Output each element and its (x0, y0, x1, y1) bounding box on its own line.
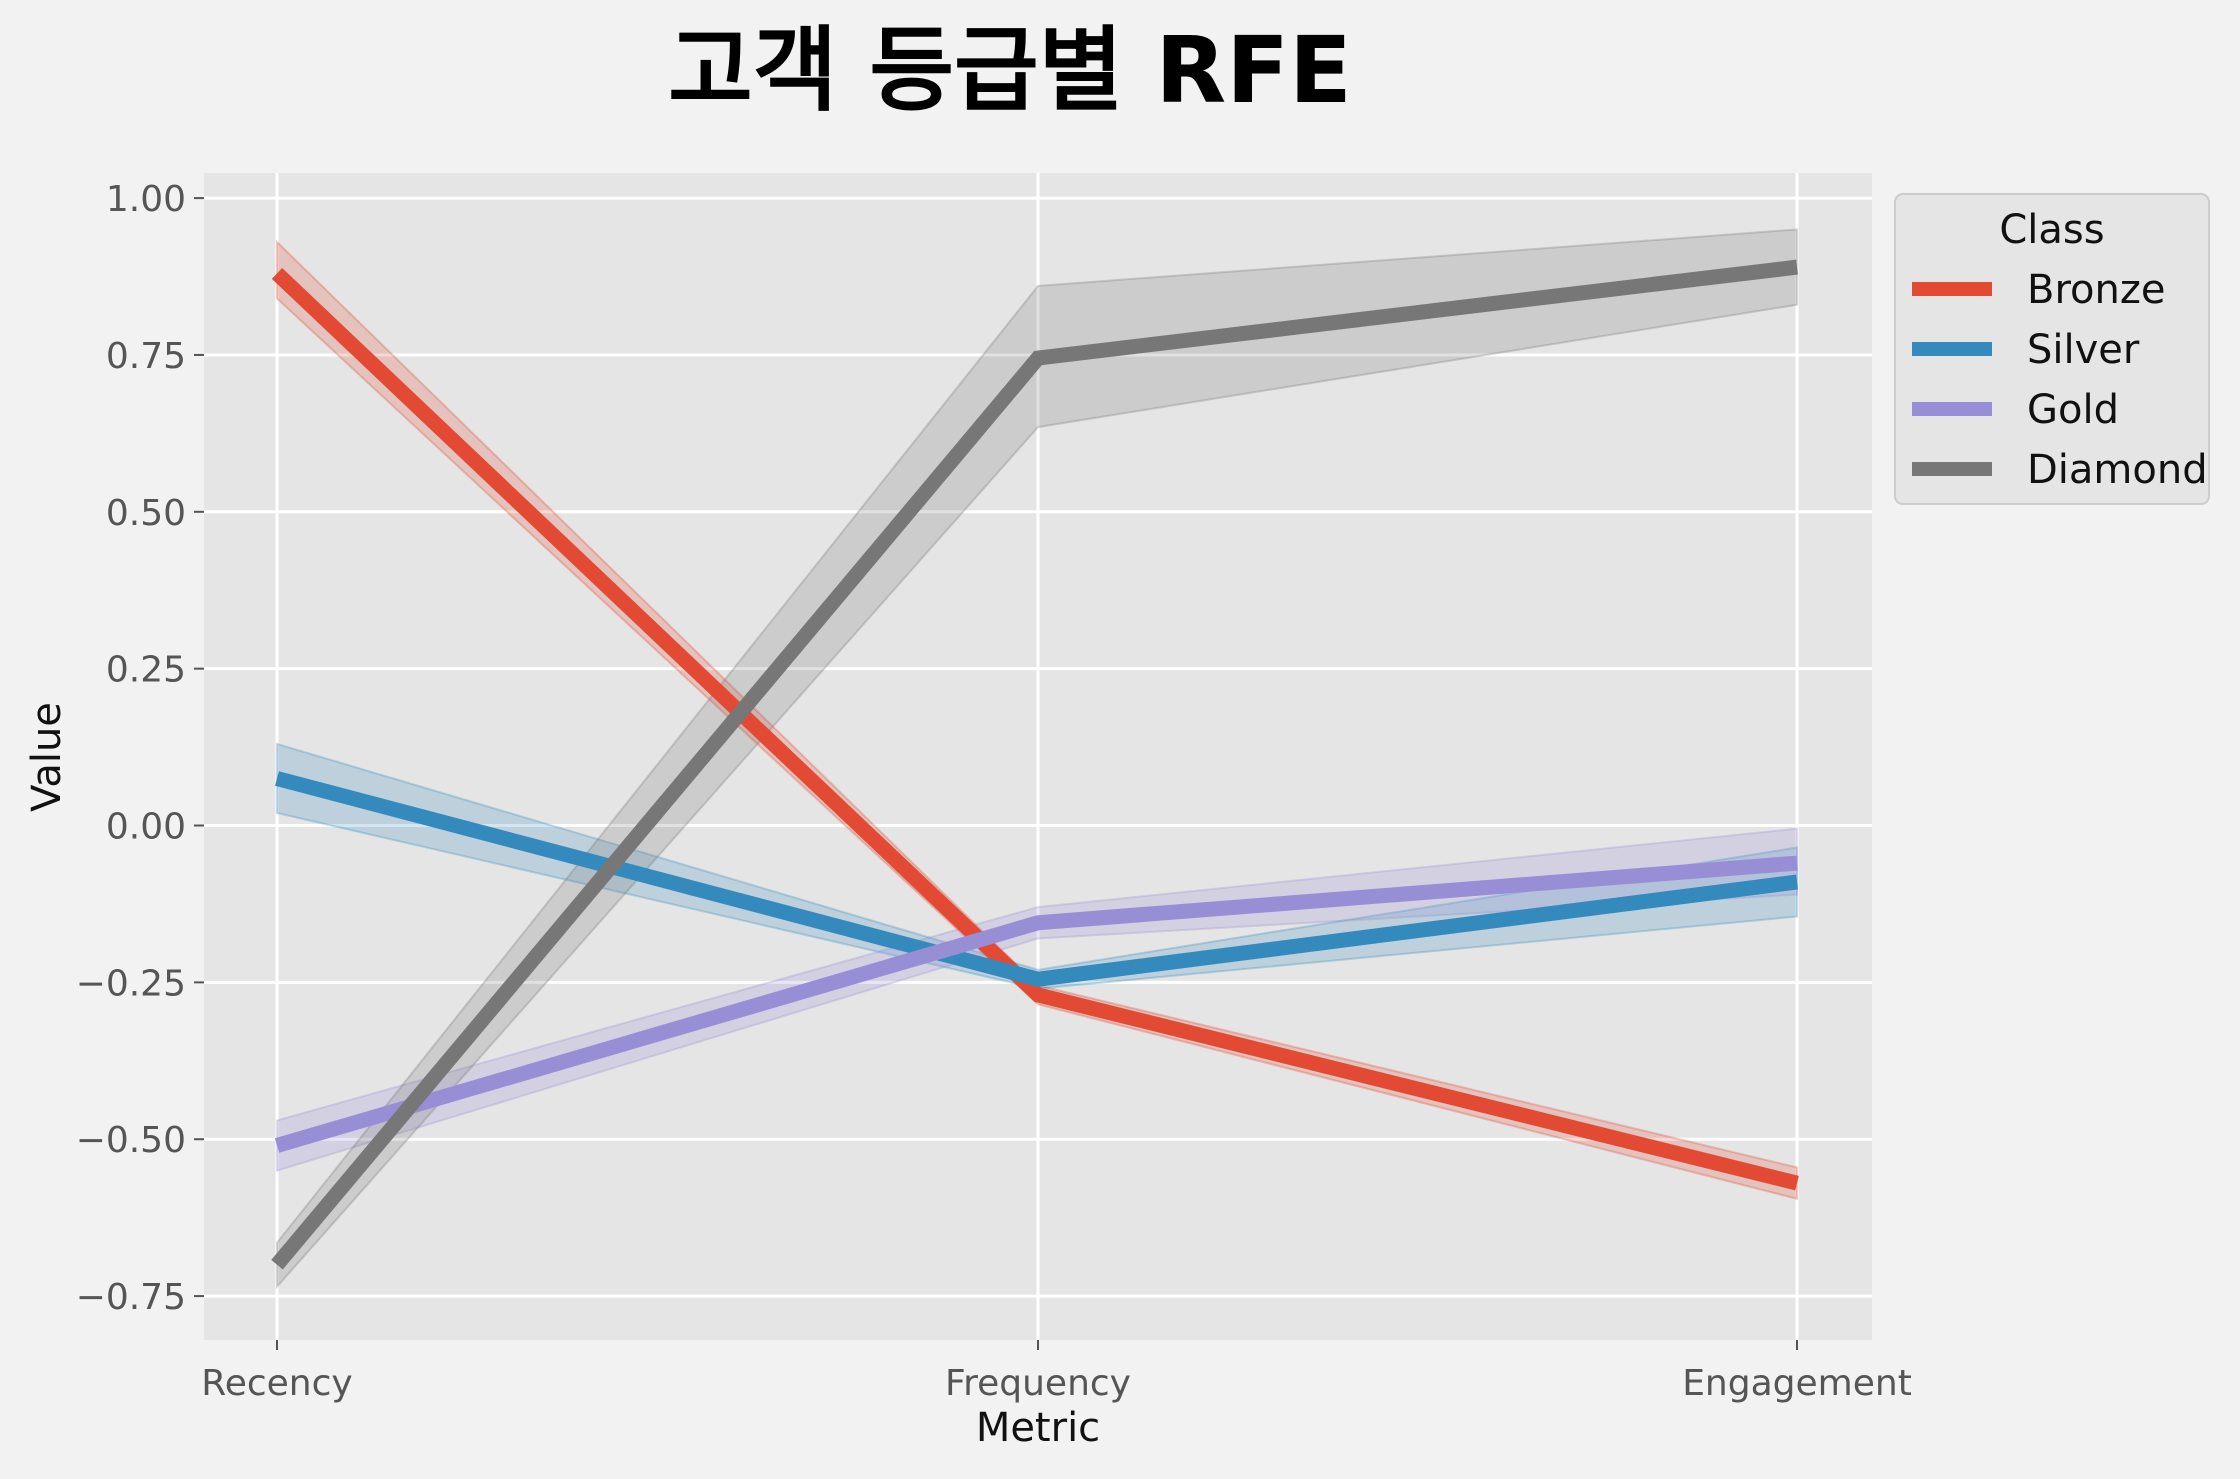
confidence-band-diamond (276, 228, 1798, 1290)
y-tick-label: 0.50 (106, 493, 186, 534)
x-tick-label: Frequency (945, 1363, 1131, 1404)
y-tick-labels: 1.00 0.75 0.50 0.25 0.00 −0.25 −0.50 −0.75 (76, 179, 204, 1318)
legend-items: Bronze Silver Gold Diamond (1912, 267, 2208, 493)
y-tick-label: 1.00 (106, 179, 186, 220)
y-tick-label: 0.25 (106, 650, 186, 691)
series-line-diamond (271, 259, 1798, 1270)
x-tick-label: Recency (201, 1363, 352, 1404)
y-tick-label: 0.75 (106, 336, 186, 377)
legend: Class Bronze Silver Gold Diamond (1894, 193, 2210, 505)
series-line-silver (275, 771, 1798, 987)
legend-box (1894, 193, 2210, 505)
confidence-band-gold (276, 827, 1798, 1172)
legend-label-gold: Gold (2027, 387, 2119, 433)
x-axis-label: Metric (976, 1405, 1100, 1451)
legend-label-diamond: Diamond (2027, 447, 2208, 493)
x-tick-label: Engagement (1682, 1363, 1912, 1404)
x-tick-labels: Recency Frequency Engagement (201, 1340, 1912, 1404)
y-tick-label: 0.00 (106, 807, 186, 848)
legend-label-silver: Silver (2027, 327, 2140, 373)
legend-title: Class (1999, 207, 2104, 253)
chart-title: 고객 등급별 RFE (668, 17, 1352, 124)
y-tick-label: −0.50 (76, 1120, 186, 1161)
legend-label-bronze: Bronze (2027, 267, 2165, 313)
series-line-bronze (271, 267, 1799, 1191)
series-line-gold (274, 855, 1798, 1153)
series-lines (271, 259, 1799, 1270)
y-axis-label: Value (24, 702, 70, 812)
y-tick-label: −0.25 (76, 963, 186, 1004)
y-tick-label: −0.75 (76, 1277, 186, 1318)
